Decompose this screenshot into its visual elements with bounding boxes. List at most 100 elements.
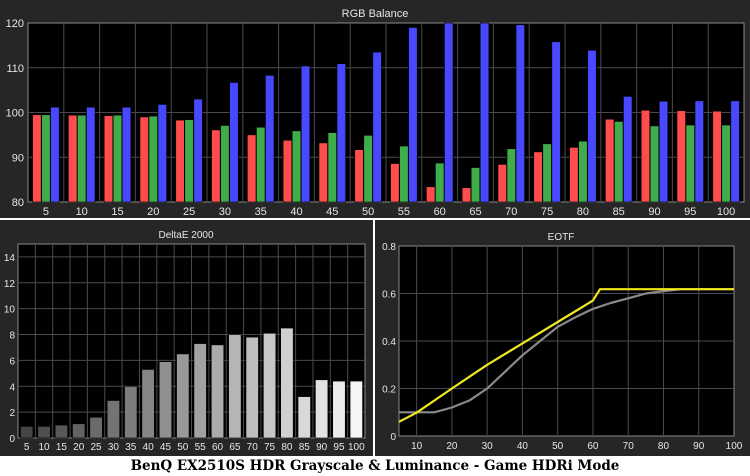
rgb-bar-green	[435, 162, 445, 203]
eotf-ytick-label: 0.6	[382, 290, 396, 301]
rgb-bar-red	[354, 149, 364, 203]
deltae-bar	[245, 336, 259, 439]
deltae-xtick-label: 50	[177, 442, 189, 453]
rgb-bar-green	[291, 130, 302, 203]
eotf-ytick-label: 0.2	[382, 385, 396, 396]
deltae-bar	[315, 379, 329, 439]
rgb-bar-red	[247, 134, 257, 203]
deltae-bar	[349, 380, 363, 439]
rgb-bar-green	[184, 119, 194, 203]
rgb-bar-blue	[479, 22, 490, 203]
deltae-bar	[72, 423, 86, 439]
deltae-chart-title: DeltaE 2000	[158, 230, 213, 241]
rgb-bar-blue	[587, 49, 597, 203]
deltae-xtick-label: 95	[333, 442, 345, 453]
rgb-bar-red	[569, 147, 579, 203]
rgb-bar-green	[363, 135, 373, 203]
rgb-bar-blue	[157, 104, 167, 203]
rgb-xtick-label: 25	[183, 206, 195, 218]
rgb-xtick-label: 50	[362, 206, 374, 218]
eotf-line-target	[398, 288, 734, 423]
deltae-xtick-label: 10	[38, 442, 50, 453]
eotf-xtick-label: 50	[552, 441, 564, 452]
rgb-bar-red	[139, 116, 149, 203]
rgb-bar-blue	[265, 75, 275, 203]
eotf-xtick-label: 70	[623, 441, 635, 452]
rgb-bar-green	[578, 140, 588, 203]
deltae-panel: DeltaE 2000 0 2 4 6 8 10 12 14 5 10 15 20 25 30 35 40 45 5…	[0, 220, 373, 456]
rgb-bar-green	[649, 125, 660, 203]
rgb-bar-blue	[300, 65, 311, 203]
rgb-bar-blue	[121, 106, 132, 203]
rgb-bar-red	[282, 139, 293, 203]
rgb-ytick-label: 120	[6, 18, 24, 30]
rgb-bar-blue	[658, 101, 669, 203]
deltae-ytick-label: 2	[9, 408, 15, 419]
rgb-bar-red	[211, 129, 221, 203]
rgb-bar-blue	[730, 100, 740, 203]
rgb-bar-red	[318, 142, 328, 203]
eotf-xtick-label: 100	[726, 441, 743, 452]
eotf-xtick-label: 80	[658, 441, 670, 452]
eotf-xtick-label: 90	[693, 441, 705, 452]
rgb-xtick-label: 35	[255, 206, 267, 218]
deltae-bar	[210, 344, 225, 439]
deltae-bar	[89, 417, 103, 439]
rgb-xtick-label: 80	[577, 206, 589, 218]
rgb-balance-panel: RGB Balance 80 90 100 110 120 5 10 15 20 25 30 35 40 4…	[0, 0, 750, 218]
deltae-ytick-label: 12	[4, 279, 16, 290]
rgb-bar-green	[112, 114, 123, 203]
deltae-xtick-label: 5	[24, 442, 30, 453]
rgb-balance-chart: RGB Balance 80 90 100 110 120 5 10 15 20 25 30 35 40 4…	[6, 8, 745, 218]
rgb-bar-green	[470, 167, 481, 203]
rgb-bar-red	[533, 151, 543, 203]
rgb-bar-blue	[515, 24, 525, 203]
rgb-xtick-label: 85	[613, 206, 625, 218]
deltae-xtick-label: 40	[143, 442, 155, 453]
rgb-bar-red	[497, 164, 507, 203]
deltae-xtick-label: 35	[125, 442, 137, 453]
deltae-ytick-label: 0	[9, 434, 15, 445]
rgb-xtick-label: 5	[43, 206, 49, 218]
rgb-bar-green	[77, 114, 87, 203]
deltae-bar	[141, 369, 155, 439]
rgb-xtick-label: 100	[717, 206, 735, 218]
deltae-bar	[332, 380, 346, 439]
deltae-bar	[297, 396, 311, 439]
deltae-ytick-label: 8	[9, 331, 15, 342]
rgb-bar-blue	[193, 98, 203, 203]
rgb-xtick-label: 65	[469, 206, 481, 218]
rgb-xtick-label: 55	[398, 206, 410, 218]
eotf-xtick-label: 30	[482, 441, 494, 452]
deltae-bar	[280, 327, 294, 439]
deltae-xtick-label: 90	[316, 442, 328, 453]
deltae-bar	[158, 361, 173, 439]
page-caption: BenQ EX2510S HDR Grayscale & Luminance -…	[0, 457, 750, 476]
rgb-bar-red	[605, 118, 615, 203]
rgb-xtick-label: 10	[76, 206, 88, 218]
rgb-bar-green	[148, 115, 158, 203]
deltae-xtick-label: 75	[264, 442, 276, 453]
rgb-bar-blue	[551, 41, 561, 203]
rgb-bar-green	[685, 124, 695, 203]
deltae-chart: DeltaE 2000 0 2 4 6 8 10 12 14 5 10 15 20 25 30 35 40 45 5…	[4, 230, 366, 453]
deltae-bar	[54, 424, 68, 439]
rgb-bar-red	[390, 163, 400, 203]
rgb-xtick-label: 30	[219, 206, 231, 218]
rgb-bar-green	[721, 124, 731, 203]
deltae-xtick-label: 70	[247, 442, 259, 453]
eotf-chart: EOTF 0 0.2 0.4 0.6 0.8 10 20 30 40 50 60 70 80 90 100	[382, 232, 743, 452]
rgb-bar-green	[256, 126, 266, 203]
eotf-ytick-label: 0	[390, 432, 396, 443]
rgb-bar-blue	[86, 106, 96, 203]
deltae-xtick-label: 85	[299, 442, 311, 453]
rgb-bar-green	[542, 143, 552, 203]
rgb-ytick-label: 80	[12, 197, 24, 209]
deltae-ytick-label: 14	[4, 253, 16, 264]
rgb-bar-green	[220, 125, 230, 203]
rgb-xtick-label: 70	[505, 206, 517, 218]
deltae-bar	[106, 400, 120, 439]
eotf-chart-title: EOTF	[548, 232, 575, 243]
rgb-xtick-label: 15	[111, 206, 123, 218]
rgb-bar-blue	[623, 96, 633, 203]
